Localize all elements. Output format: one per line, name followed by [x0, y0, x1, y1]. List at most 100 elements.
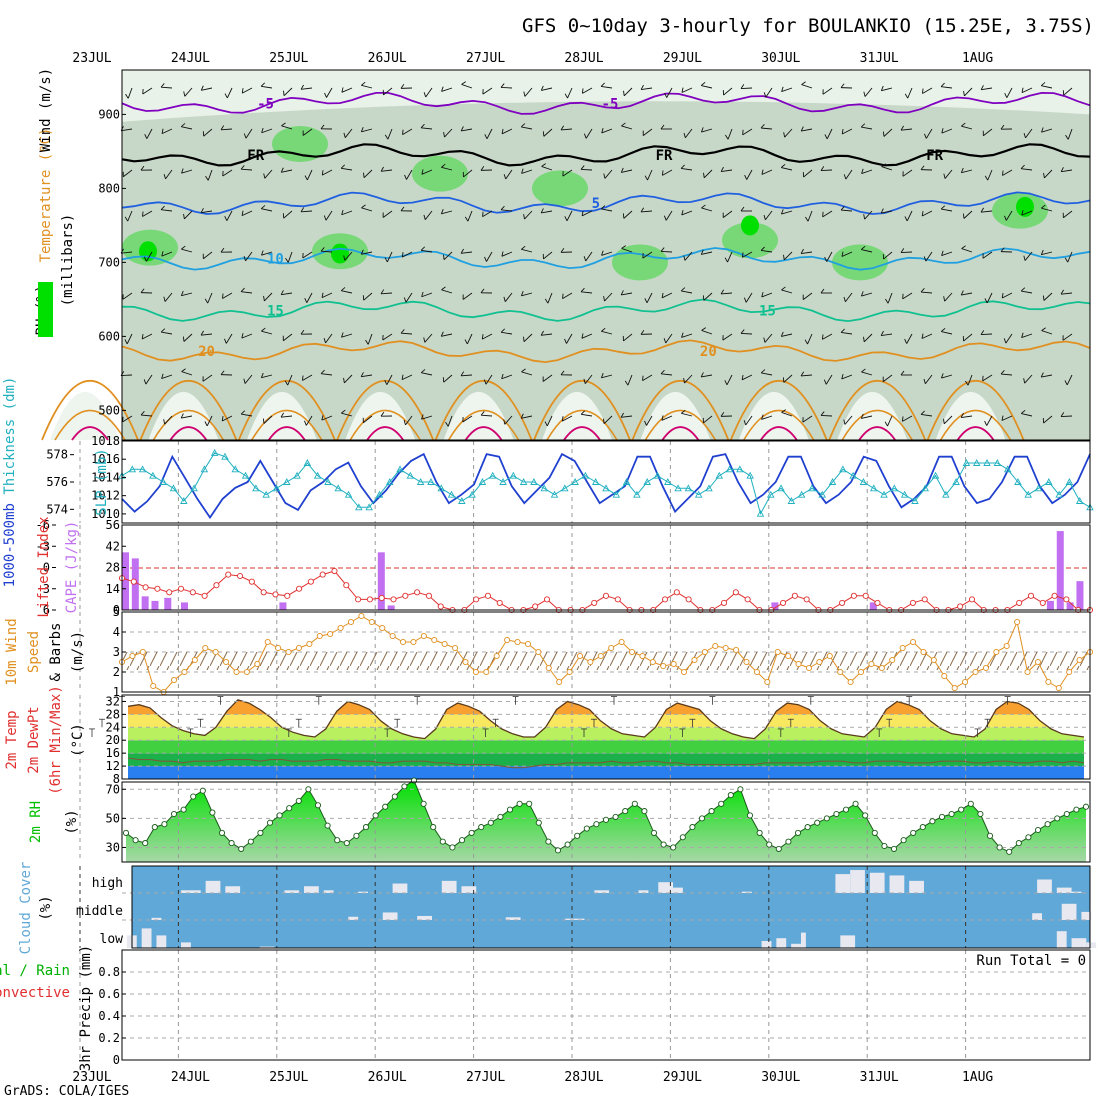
wind-barb-flag: [800, 248, 804, 254]
wind-barb: [1003, 333, 1013, 344]
wind-tick-label: 4: [113, 625, 120, 639]
wind-barb-shaft: [161, 331, 173, 335]
wind-barb-flag: [724, 257, 728, 263]
wind-barb: [620, 412, 633, 418]
wind-barb: [140, 411, 153, 417]
wind-barb-shaft: [784, 128, 793, 138]
wind-barb-shaft: [1062, 333, 1073, 341]
wind-barb-flag: [340, 287, 346, 292]
wind-tick-label: 2: [113, 665, 120, 679]
wind-barb-shaft: [604, 292, 613, 302]
wind-barb: [423, 210, 433, 220]
lifted-index-point: [296, 585, 303, 592]
thickness-point: [519, 478, 528, 485]
wind-barb-flag: [603, 418, 605, 424]
wind-barb-shaft: [142, 210, 153, 217]
lifted-index-point: [484, 592, 492, 599]
wind-barb-shaft: [222, 169, 233, 177]
wind-speed-point: [712, 642, 719, 650]
rh-dry-cell: [443, 391, 514, 440]
wind-barb-shaft: [406, 169, 413, 180]
wind-barb: [421, 414, 433, 420]
wind-barb-shaft: [781, 411, 793, 417]
wind-barb-flag: [280, 290, 284, 295]
wind-barb-flag: [804, 339, 808, 345]
rh2m-point: [746, 812, 754, 819]
wind-axis-label-part: Wind (m/s): [38, 68, 54, 152]
temp-band: [128, 699, 1084, 702]
wind-barb-flag: [700, 249, 704, 255]
wind-barb-shaft: [500, 86, 513, 89]
wind-barb-flag: [1040, 372, 1044, 378]
wind-barb: [263, 292, 273, 302]
wind-barb-flag: [122, 171, 124, 177]
wind-barb: [540, 85, 553, 91]
wind-barb-flag: [202, 376, 204, 382]
wind-barb-flag: [520, 413, 524, 419]
lifted-index-point: [213, 582, 220, 589]
thickness-point: [169, 484, 178, 492]
wind-barb: [560, 370, 573, 376]
wind-barb-flag: [362, 417, 364, 423]
wind-barb-shaft: [701, 128, 713, 133]
wind-barb-shaft: [441, 210, 453, 215]
rh2m-tick-label: 50: [106, 811, 120, 825]
cloud-bar-high: [181, 890, 201, 893]
wind-barb: [262, 415, 273, 424]
wind-speed-point: [1076, 656, 1083, 664]
wind-barb-shaft: [386, 251, 393, 263]
wind-barb-flag: [365, 339, 369, 345]
wind-speed-point: [816, 658, 823, 666]
wind-barb: [500, 83, 513, 89]
wind-barb-shaft: [1067, 128, 1073, 140]
wind-barb-flag: [1062, 90, 1065, 96]
rh-moist-blob: [612, 244, 668, 281]
wind-barb-flag: [484, 256, 487, 262]
thickness-point: [1065, 478, 1074, 485]
wind-barb-shaft: [1021, 168, 1033, 171]
wind-barb-shaft: [621, 169, 633, 173]
wind-barb: [503, 415, 513, 425]
rh2m-axis-label-a: 2m RH: [28, 801, 44, 843]
wind-barb: [644, 169, 653, 181]
thickness-point: [468, 490, 476, 498]
wind-barb-flag: [341, 409, 346, 414]
rh2m-point: [295, 797, 302, 804]
wind-barb-shaft: [921, 414, 933, 417]
wind-barb: [683, 374, 693, 384]
wind-barb-flag: [843, 174, 847, 180]
wind-barb-flag: [521, 368, 526, 373]
wind-barb-flag: [382, 334, 384, 341]
wind-barb: [805, 210, 813, 222]
date-label-bottom: 29JUL: [663, 1070, 702, 1085]
wind-barb-shaft: [126, 333, 133, 345]
rh2m-point: [602, 816, 610, 823]
wind-speed-point: [347, 618, 355, 626]
wind-barb-flag: [384, 379, 388, 385]
wind-barb-shaft: [684, 251, 693, 261]
wind-barb-shaft: [401, 374, 413, 381]
wind-barb-shaft: [803, 169, 813, 178]
wind-barb-flag: [823, 379, 827, 385]
wind-barb: [600, 373, 613, 379]
wind-barb-flag: [182, 336, 185, 342]
wind-barb-flag: [401, 374, 404, 380]
wind-barb: [680, 164, 693, 171]
wind-barb-shaft: [121, 128, 133, 132]
wind-barb-shaft: [341, 210, 353, 216]
wind-barb: [362, 415, 373, 424]
wind-barb-shaft: [181, 169, 193, 174]
wind-barb: [281, 122, 293, 130]
wind-barb-shaft: [367, 333, 373, 345]
wind-barb-shaft: [861, 371, 873, 376]
wind-barb-shaft: [161, 251, 173, 257]
wind-barb: [960, 167, 973, 174]
precip-tick-label: 0.6: [98, 987, 120, 1001]
wind-barb: [564, 210, 573, 222]
wind-barb-shaft: [1041, 85, 1053, 89]
wind-speed-point: [181, 668, 188, 676]
wind-barb-shaft: [405, 292, 413, 303]
wind-barb-band: [122, 652, 1090, 670]
wind-barb-shaft: [241, 413, 253, 417]
wind-barb-flag: [624, 380, 629, 386]
